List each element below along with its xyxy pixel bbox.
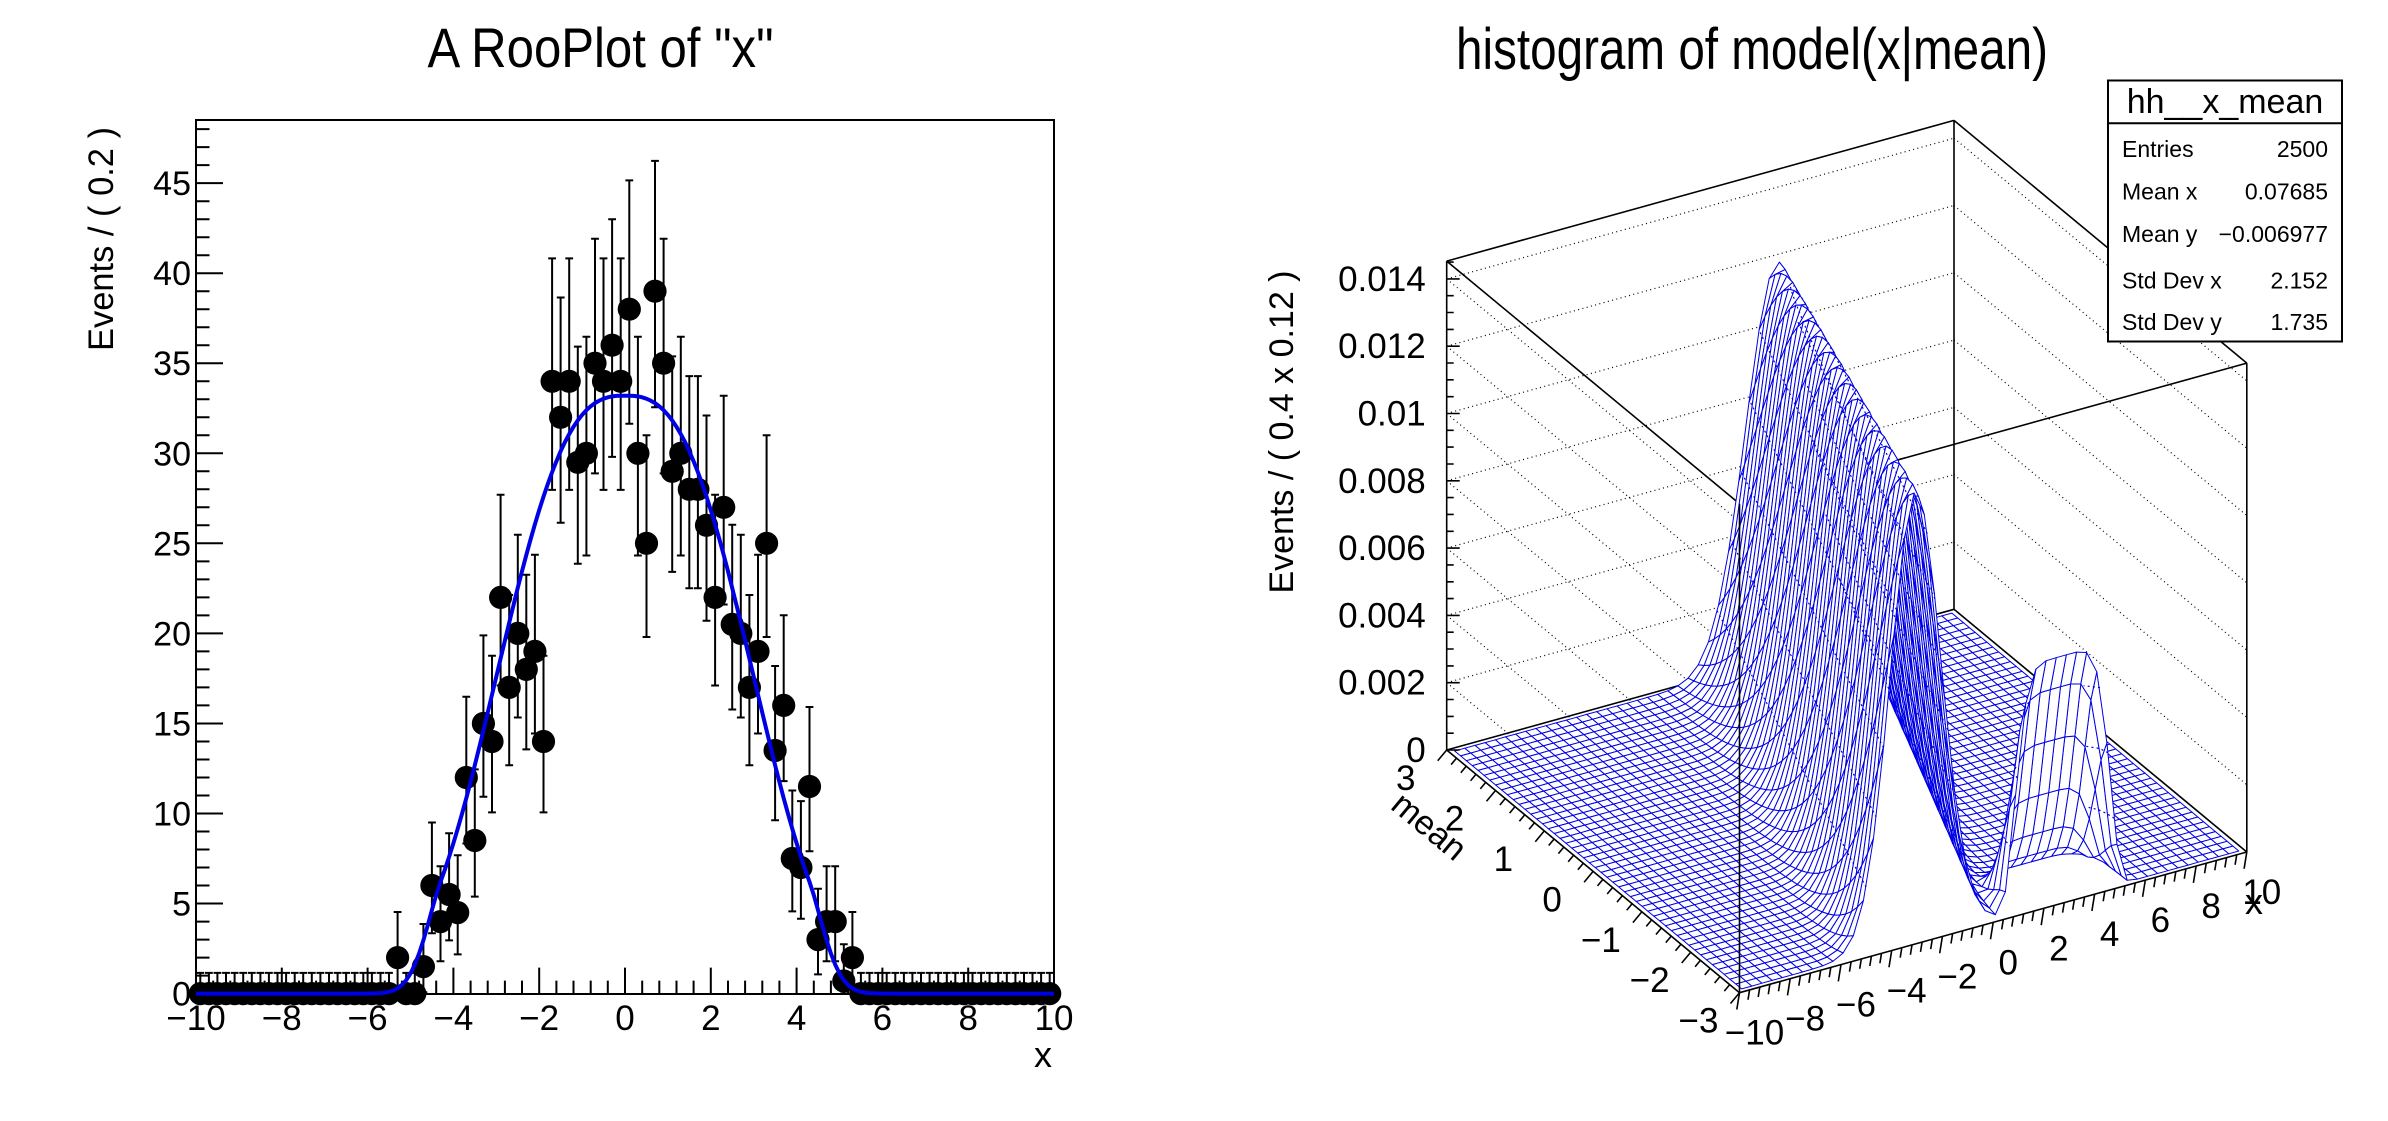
svg-text:−6: −6: [1836, 986, 1876, 1025]
svg-text:0.07685: 0.07685: [2245, 179, 2328, 205]
svg-text:−10: −10: [1725, 1014, 1784, 1053]
svg-text:A RooPlot of "x": A RooPlot of "x": [428, 16, 774, 79]
svg-text:Entries: Entries: [2122, 136, 2194, 162]
svg-text:x: x: [1034, 1034, 1052, 1075]
svg-text:hh__x_mean: hh__x_mean: [2127, 83, 2324, 121]
svg-text:0.01: 0.01: [1358, 395, 1426, 434]
svg-text:0: 0: [1998, 943, 2017, 982]
svg-text:1: 1: [1494, 840, 1513, 879]
svg-text:2: 2: [1445, 800, 1464, 839]
svg-text:−2: −2: [1630, 961, 1670, 1000]
svg-text:histogram of model(x|mean): histogram of model(x|mean): [1456, 17, 2048, 82]
svg-text:35: 35: [153, 345, 191, 383]
svg-text:0: 0: [615, 999, 634, 1038]
svg-text:10: 10: [153, 796, 191, 834]
svg-text:2: 2: [701, 999, 720, 1038]
svg-text:x: x: [2245, 881, 2263, 922]
svg-text:0: 0: [1542, 880, 1561, 919]
svg-text:0.006: 0.006: [1338, 529, 1426, 568]
svg-text:4: 4: [787, 999, 806, 1038]
svg-text:2: 2: [2049, 929, 2068, 968]
svg-text:8: 8: [958, 999, 977, 1038]
svg-text:Mean y: Mean y: [2122, 221, 2198, 247]
svg-text:10: 10: [1035, 999, 1074, 1038]
svg-text:0.004: 0.004: [1338, 596, 1426, 635]
svg-text:25: 25: [153, 525, 191, 563]
svg-text:0.014: 0.014: [1338, 260, 1426, 299]
svg-text:6: 6: [873, 999, 892, 1038]
svg-text:Events / ( 0.2 ): Events / ( 0.2 ): [82, 127, 121, 351]
svg-text:−8: −8: [1785, 1000, 1825, 1039]
svg-text:Mean x: Mean x: [2122, 179, 2198, 205]
svg-text:Events / ( 0.4 x 0.12 ): Events / ( 0.4 x 0.12 ): [1263, 271, 1301, 594]
svg-text:0.012: 0.012: [1338, 327, 1426, 366]
svg-text:0.008: 0.008: [1338, 462, 1426, 501]
svg-text:3: 3: [1396, 759, 1415, 798]
svg-text:0: 0: [1406, 731, 1425, 770]
svg-text:−2: −2: [519, 999, 559, 1038]
svg-text:2.152: 2.152: [2270, 268, 2328, 294]
svg-text:−4: −4: [433, 999, 473, 1038]
svg-text:4: 4: [2100, 915, 2119, 954]
svg-text:−2: −2: [1937, 957, 1977, 996]
svg-text:0.002: 0.002: [1338, 664, 1426, 703]
svg-text:30: 30: [153, 435, 191, 473]
svg-text:−3: −3: [1679, 1002, 1719, 1041]
svg-text:−10: −10: [166, 999, 225, 1038]
svg-text:1.735: 1.735: [2270, 309, 2328, 335]
svg-text:45: 45: [153, 165, 191, 203]
svg-text:0: 0: [172, 976, 191, 1014]
svg-text:5: 5: [172, 886, 191, 924]
svg-text:20: 20: [153, 615, 191, 653]
svg-text:−8: −8: [262, 999, 302, 1038]
svg-text:Std Dev y: Std Dev y: [2122, 309, 2222, 335]
svg-text:2500: 2500: [2277, 136, 2328, 162]
svg-text:6: 6: [2151, 901, 2170, 940]
svg-text:−6: −6: [348, 999, 388, 1038]
svg-text:−0.006977: −0.006977: [2219, 221, 2328, 247]
svg-text:8: 8: [2201, 887, 2220, 926]
svg-text:Std Dev x: Std Dev x: [2122, 268, 2222, 294]
svg-text:−1: −1: [1581, 921, 1621, 960]
svg-text:15: 15: [153, 706, 191, 744]
svg-text:40: 40: [153, 255, 191, 293]
svg-text:−4: −4: [1887, 972, 1927, 1011]
svg-text:10: 10: [2242, 873, 2281, 912]
